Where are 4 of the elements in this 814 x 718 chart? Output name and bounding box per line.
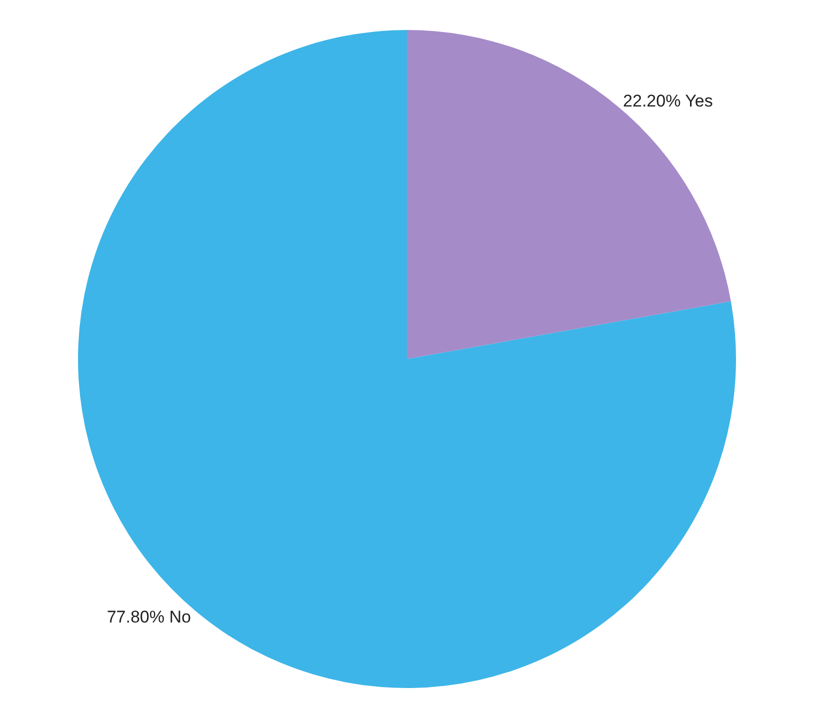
pie-slice: [407, 30, 731, 359]
pie-slice: [78, 30, 736, 688]
slice-label: 77.80% No: [106, 607, 191, 626]
slice-label: 22.20% Yes: [623, 92, 713, 111]
